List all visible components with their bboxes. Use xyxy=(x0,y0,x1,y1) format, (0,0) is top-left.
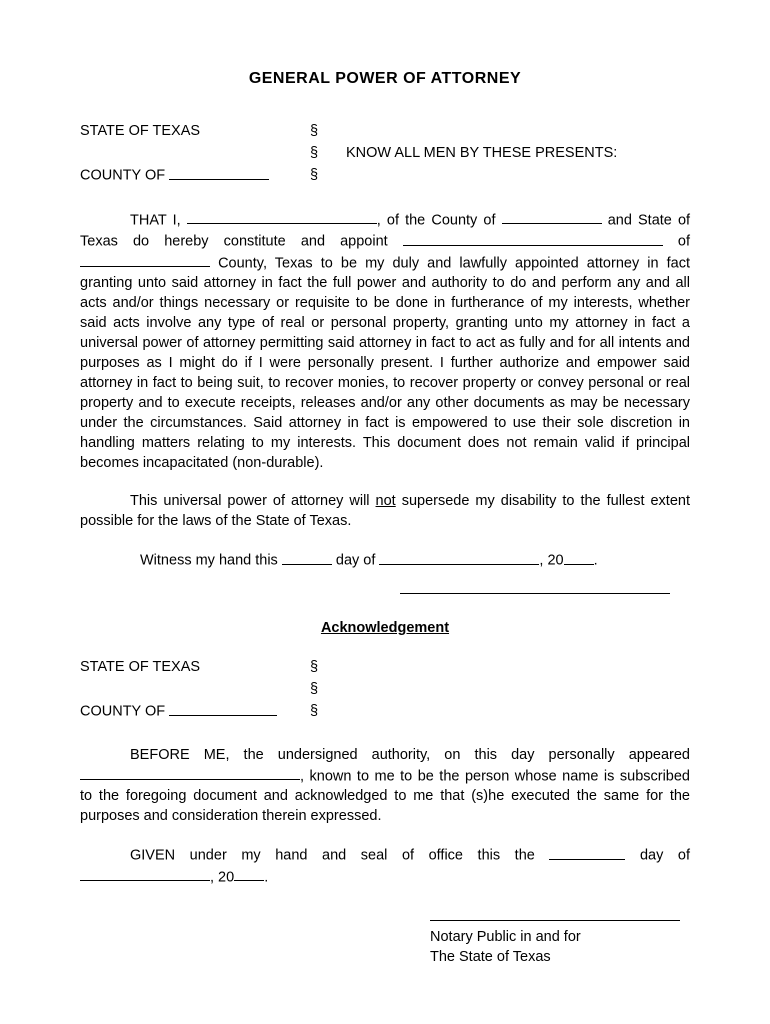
text: THAT I, xyxy=(130,212,181,228)
appointee-blank[interactable] xyxy=(403,230,663,246)
day-blank[interactable] xyxy=(282,549,332,565)
notary-line-2: The State of Texas xyxy=(430,947,690,967)
state-line: STATE OF TEXAS xyxy=(80,120,310,142)
county-label-2: COUNTY OF xyxy=(80,704,165,720)
notary-block: Notary Public in and for The State of Te… xyxy=(430,905,690,967)
day-blank-2[interactable] xyxy=(549,844,625,860)
witness-line: Witness my hand this day of , 20. xyxy=(80,549,690,571)
text: of xyxy=(678,234,690,250)
document-page: GENERAL POWER OF ATTORNEY STATE OF TEXAS… xyxy=(0,0,770,1007)
appeared-blank[interactable] xyxy=(80,765,300,781)
county-label: COUNTY OF xyxy=(80,168,165,184)
section-symbol: § xyxy=(310,656,326,678)
main-paragraph: THAT I, , of the County of and State of … xyxy=(80,209,690,474)
section-symbol: § xyxy=(310,678,326,700)
year-blank[interactable] xyxy=(564,549,594,565)
text: , 20 xyxy=(210,869,234,885)
appointee-county-blank[interactable] xyxy=(80,252,210,268)
text: , 20 xyxy=(539,553,563,569)
section-symbol: § xyxy=(310,164,326,186)
county-blank-2[interactable] xyxy=(502,209,602,225)
text: GIVEN under my hand and seal of office t… xyxy=(130,848,535,864)
county-blank-3[interactable] xyxy=(169,700,277,716)
year-blank-2[interactable] xyxy=(234,866,264,882)
acknowledgement-heading: Acknowledgement xyxy=(80,620,690,636)
document-title: GENERAL POWER OF ATTORNEY xyxy=(80,70,690,88)
not-underlined: not xyxy=(376,493,396,509)
state-line-2: STATE OF TEXAS xyxy=(80,656,310,678)
text: day of xyxy=(336,553,376,569)
text: . xyxy=(594,553,598,569)
presents-line: KNOW ALL MEN BY THESE PRESENTS: xyxy=(326,120,617,187)
county-blank[interactable] xyxy=(169,164,269,180)
signature-row xyxy=(80,579,690,599)
section-symbol: § xyxy=(310,142,326,164)
supersede-paragraph: This universal power of attorney will no… xyxy=(80,491,690,531)
signature-blank[interactable] xyxy=(400,579,670,595)
section-symbol: § xyxy=(310,120,326,142)
text: Witness my hand this xyxy=(140,553,278,569)
month-blank[interactable] xyxy=(379,549,539,565)
text: , of the County of xyxy=(377,212,496,228)
notary-signature-blank[interactable] xyxy=(430,905,680,921)
header-block-2: STATE OF TEXAS COUNTY OF § § § xyxy=(80,656,690,723)
text: County, Texas to be my duly and lawfully… xyxy=(80,255,690,471)
notary-line-1: Notary Public in and for xyxy=(430,927,690,947)
ack-paragraph-2: GIVEN under my hand and seal of office t… xyxy=(80,844,690,887)
text: day of xyxy=(640,848,690,864)
month-blank-2[interactable] xyxy=(80,866,210,882)
header-block-1: STATE OF TEXAS COUNTY OF § § § KNOW ALL … xyxy=(80,120,690,187)
text: This universal power of attorney will xyxy=(130,493,370,509)
ack-paragraph-1: BEFORE ME, the undersigned authority, on… xyxy=(80,745,690,827)
text: . xyxy=(264,869,268,885)
name-blank[interactable] xyxy=(187,209,377,225)
section-symbol: § xyxy=(310,700,326,722)
text: BEFORE ME, the undersigned authority, on… xyxy=(130,747,690,763)
